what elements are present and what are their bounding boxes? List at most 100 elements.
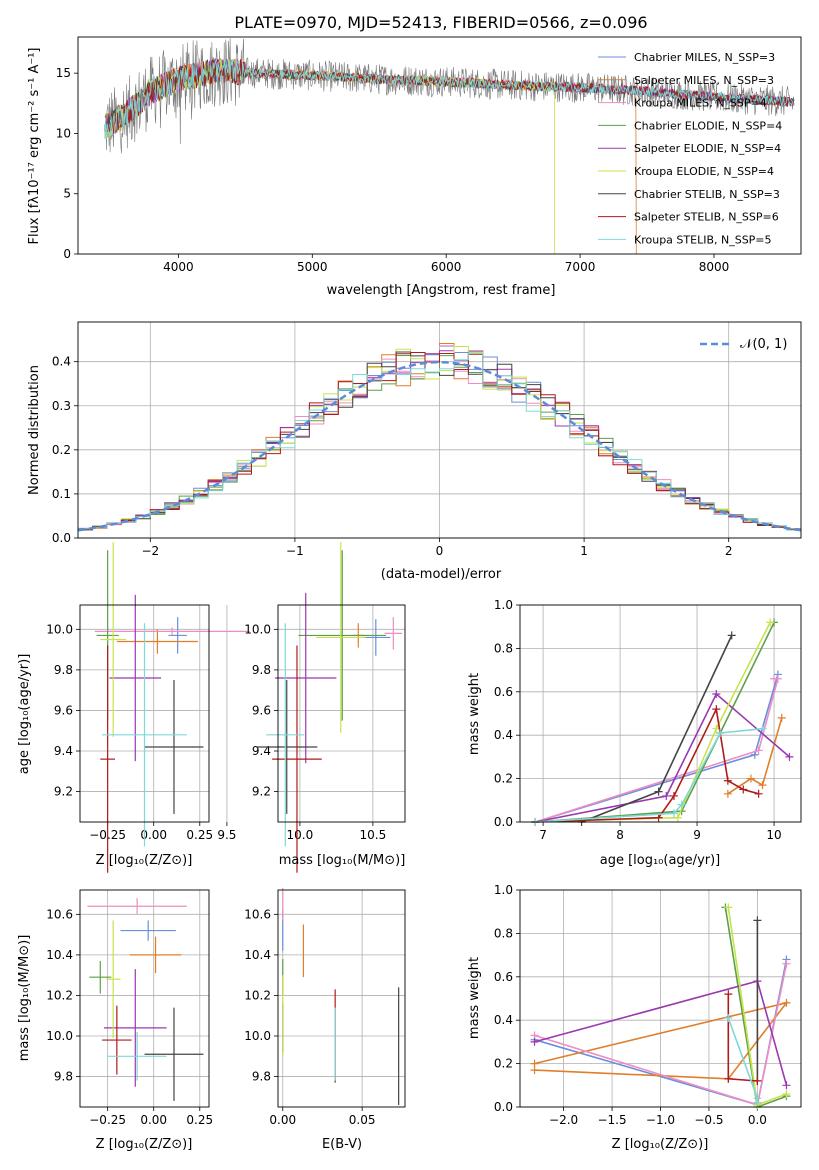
weight-line-8 bbox=[727, 1017, 759, 1103]
mass-vs-metallicity-panel: −0.25 0.00 0.25 9.8 10.0 10.2 10.4 10.6 bbox=[46, 889, 213, 1127]
y-tick-label: 0.1 bbox=[52, 487, 71, 501]
spectrum-panel: 4000 5000 6000 7000 8000 0 5 10 15 bbox=[56, 36, 802, 274]
p4-xlabel: mass [log₁₀(M/M⊙)] bbox=[279, 853, 406, 868]
axes-frame bbox=[277, 604, 406, 823]
legend-label-3: Chabrier ELODIE, N_SSP=4 bbox=[634, 119, 782, 132]
y-tick-label: 10.2 bbox=[46, 988, 73, 1002]
y-tick-label: 0.0 bbox=[494, 1100, 513, 1114]
y-tick-label: 1.0 bbox=[494, 598, 513, 612]
x-tick-label: 5000 bbox=[297, 260, 328, 274]
y-tick-label: 0.6 bbox=[494, 970, 513, 984]
x-tick-label: −2 bbox=[141, 544, 159, 558]
y-tick-label: 0.8 bbox=[494, 641, 513, 655]
legend-normal-curve-label: 𝒩(0, 1) bbox=[740, 337, 787, 352]
x-tick-label: 0.0 bbox=[748, 1113, 767, 1127]
y-tick-label: 9.4 bbox=[54, 744, 73, 758]
weight-marker-6 bbox=[654, 787, 663, 796]
weight-line-0 bbox=[535, 674, 779, 823]
weight-marker-4 bbox=[712, 689, 721, 698]
normal-reference-curve bbox=[77, 360, 802, 532]
hist-ylabel: Normed distribution bbox=[27, 365, 42, 495]
x-tick-label: 10 bbox=[766, 828, 781, 842]
weight-marker-7 bbox=[724, 1074, 733, 1083]
spectrum-legend: Chabrier MILES, N_SSP=3 Salpeter MILES, N… bbox=[598, 51, 782, 246]
weight-marker-1 bbox=[758, 781, 767, 790]
y-tick-label: 0.4 bbox=[494, 728, 513, 742]
legend-label-2: Kroupa MILES, N_SSP=4 bbox=[634, 97, 767, 110]
y-tick-label: 0.4 bbox=[494, 1013, 513, 1027]
y-tick-label: 10.0 bbox=[46, 622, 73, 636]
x-tick-label: −1.5 bbox=[597, 1113, 626, 1127]
x-tick-label: 0.00 bbox=[140, 1113, 167, 1127]
weight-line-4 bbox=[535, 692, 791, 823]
p6-xlabel: Z [log₁₀(Z/Z⊙)] bbox=[96, 1137, 193, 1152]
axes-frame bbox=[519, 889, 802, 1108]
x-tick-label: 0.25 bbox=[186, 828, 213, 842]
x-tick-label: 0 bbox=[436, 544, 444, 558]
weight-marker-7 bbox=[723, 776, 732, 785]
hist-series-8 bbox=[78, 353, 801, 533]
weight-marker-7 bbox=[724, 990, 733, 999]
weight-marker-8 bbox=[677, 800, 686, 809]
y-tick-label: 9.8 bbox=[54, 663, 73, 677]
legend-label-8: Kroupa STELIB, N_SSP=5 bbox=[634, 233, 772, 246]
weight-marker-8 bbox=[669, 809, 678, 818]
legend-label-6: Chabrier STELIB, N_SSP=3 bbox=[634, 188, 780, 201]
y-tick-label: 9.8 bbox=[252, 1070, 271, 1084]
weight-marker-8 bbox=[716, 729, 725, 738]
axes-frame bbox=[79, 604, 210, 823]
axes-frame bbox=[77, 36, 802, 255]
x-tick-label: 8000 bbox=[699, 260, 730, 274]
weight-marker-1 bbox=[746, 774, 755, 783]
p5-ylabel: mass weight bbox=[467, 673, 482, 755]
x-tick-label: −2.0 bbox=[549, 1113, 578, 1127]
weight-marker-4 bbox=[530, 1037, 539, 1046]
model-spectrum-8 bbox=[104, 59, 795, 139]
x-tick-label: 7 bbox=[539, 828, 547, 842]
y-tick-label: 9.6 bbox=[54, 703, 73, 717]
x-tick-label: 2 bbox=[725, 544, 733, 558]
x-tick-label: 9.5 bbox=[217, 828, 236, 842]
weight-marker-1 bbox=[777, 713, 786, 722]
weight-marker-5 bbox=[782, 1089, 791, 1098]
y-tick-label: 9.4 bbox=[252, 744, 271, 758]
y-tick-label: 10.0 bbox=[46, 1029, 73, 1043]
weight-line-5 bbox=[535, 622, 771, 823]
y-tick-label: 0.8 bbox=[494, 926, 513, 940]
y-tick-label: 0.3 bbox=[52, 399, 71, 413]
weight-line-6 bbox=[581, 635, 733, 823]
y-tick-label: 10.6 bbox=[46, 907, 73, 921]
x-tick-label: 0.00 bbox=[269, 1113, 296, 1127]
weight-line-8 bbox=[535, 727, 763, 823]
y-tick-label: 9.2 bbox=[252, 785, 271, 799]
weight-marker-7 bbox=[754, 789, 763, 798]
weight-marker-7 bbox=[712, 705, 721, 714]
weight-line-3 bbox=[535, 622, 775, 823]
p3-ylabel: age [log₁₀(age/yr)] bbox=[17, 654, 32, 775]
x-tick-label: 0.00 bbox=[140, 828, 167, 842]
weight-marker-5 bbox=[724, 903, 733, 912]
weight-marker-4 bbox=[662, 791, 671, 800]
residual-histogram-panel: −2 −1 0 1 2 0.0 0.1 0.2 0.3 0.4 bbox=[52, 321, 802, 558]
weight-marker-8 bbox=[758, 724, 767, 733]
model-spectrum-7 bbox=[104, 59, 795, 134]
axes-frame bbox=[519, 604, 802, 823]
weight-marker-6 bbox=[753, 916, 762, 925]
x-tick-label: −0.25 bbox=[89, 1113, 126, 1127]
weight-marker-7 bbox=[739, 785, 748, 794]
y-tick-label: 10.0 bbox=[244, 1029, 271, 1043]
y-tick-label: 9.8 bbox=[252, 663, 271, 677]
x-tick-label: −1 bbox=[286, 544, 304, 558]
y-tick-label: 10.6 bbox=[244, 907, 271, 921]
spectrum-title: PLATE=0970, MJD=52413, FIBERID=0566, z=0… bbox=[234, 13, 647, 32]
legend-label-4: Salpeter ELODIE, N_SSP=4 bbox=[634, 142, 781, 155]
y-tick-label: 10 bbox=[56, 126, 71, 140]
weight-line-1 bbox=[727, 717, 783, 795]
y-tick-label: 15 bbox=[56, 66, 71, 80]
weight-marker-1 bbox=[723, 789, 732, 798]
x-tick-label: 0.25 bbox=[186, 1113, 213, 1127]
legend-label-7: Salpeter STELIB, N_SSP=6 bbox=[634, 211, 779, 224]
y-tick-label: 10.4 bbox=[244, 948, 271, 962]
weight-marker-4 bbox=[782, 1081, 791, 1090]
